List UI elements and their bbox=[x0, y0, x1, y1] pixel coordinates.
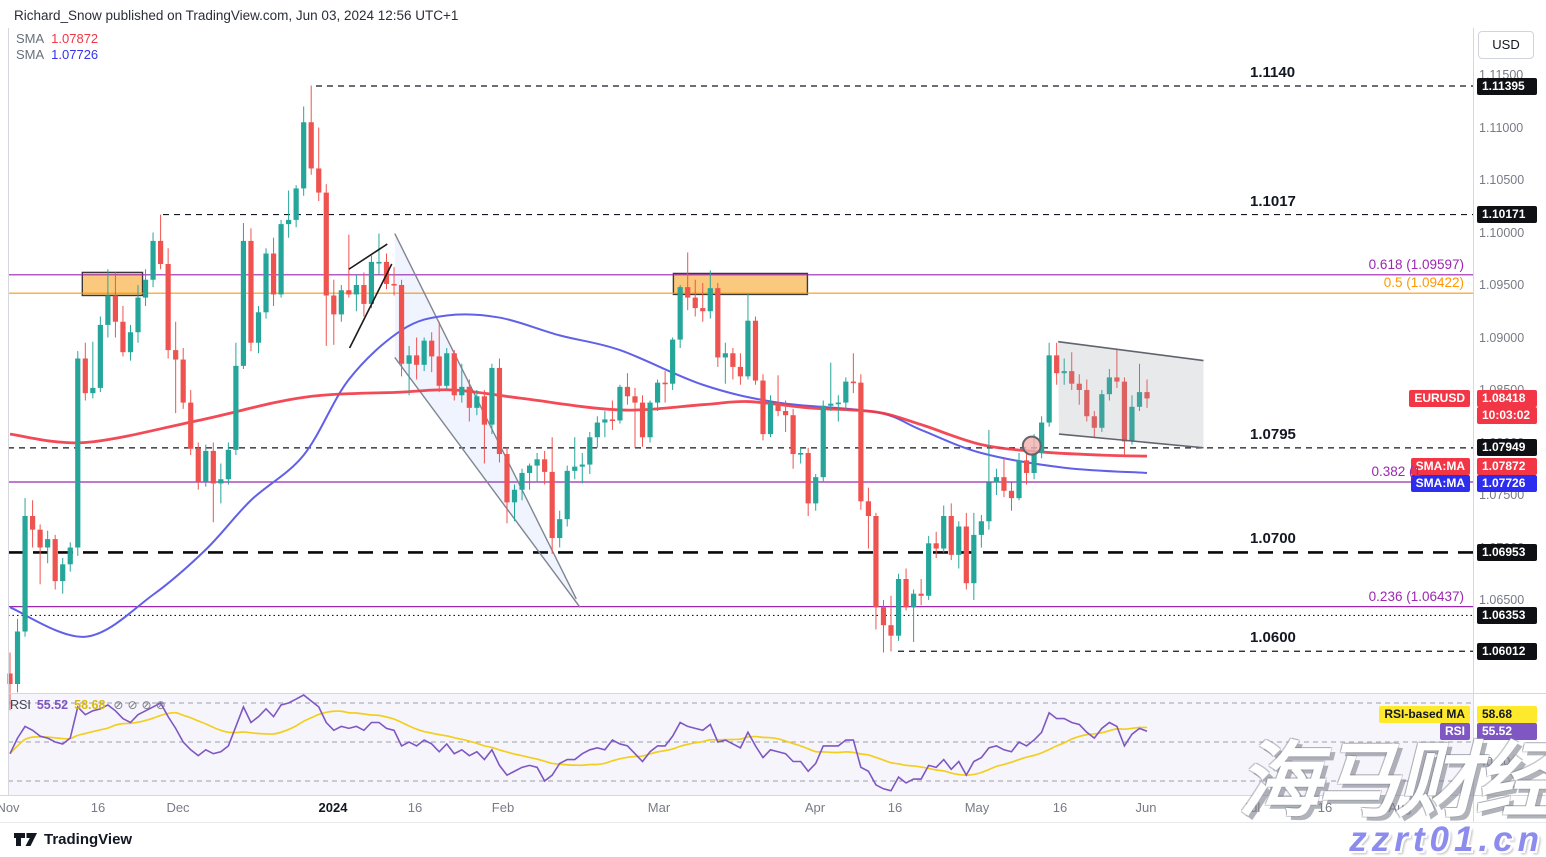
time-tick: Aug bbox=[1388, 800, 1412, 815]
level-label: 1.1140 bbox=[1250, 64, 1296, 82]
legend-row-sma-slow: SMA 1.07726 bbox=[16, 47, 98, 63]
price-tick: 1.06500 bbox=[1479, 593, 1525, 607]
time-axis-border bbox=[0, 795, 1546, 796]
rsi-axis-badge: 55.52 bbox=[1477, 722, 1537, 740]
price-axis-badge: 1.06353 bbox=[1477, 606, 1537, 624]
rsi-control-icon[interactable]: ⊘ bbox=[155, 698, 166, 712]
rsi-scale-tick: 40.00 bbox=[1479, 754, 1511, 769]
price-tick: 1.10000 bbox=[1479, 225, 1525, 240]
time-tick: Apr bbox=[804, 800, 826, 815]
time-tick: 16 bbox=[1052, 800, 1068, 815]
supply-zone-box[interactable] bbox=[672, 272, 809, 296]
price-tick: 1.09000 bbox=[1479, 330, 1525, 345]
trendline[interactable] bbox=[348, 263, 393, 349]
fib-level-label: 0.382 (1 bbox=[1371, 463, 1421, 479]
consolidation-channel-upper-line[interactable] bbox=[1058, 340, 1204, 362]
consolidation-channel-lower-line[interactable] bbox=[1058, 433, 1204, 449]
sma-fast-value: 1.07872 bbox=[51, 31, 99, 46]
fib-level-label: 0.5 (1.09422) bbox=[1383, 275, 1464, 291]
rsi-title: RSI bbox=[10, 698, 31, 712]
sma-cross-marker-circle[interactable] bbox=[1021, 435, 1042, 456]
price-axis-badge: 1.06012 bbox=[1477, 642, 1537, 660]
price-tick: 1.07500 bbox=[1479, 488, 1525, 502]
candlestick-series[interactable] bbox=[7, 85, 1150, 711]
level-label: 1.0795 bbox=[1250, 425, 1296, 443]
series-label-badge: SMA:MA bbox=[1410, 474, 1470, 492]
rsi-legend: RSI 55.52 58.68 ⊘ ⊘ ⊘ ⊘ bbox=[10, 698, 170, 712]
watermark-site-url: zzrt01.cn bbox=[1349, 820, 1544, 857]
indicator-legend: SMA 1.07872 SMA 1.07726 bbox=[16, 31, 98, 63]
tradingview-logo-link[interactable]: TradingView bbox=[14, 831, 132, 848]
consolidation-channel-fill[interactable] bbox=[1058, 341, 1204, 448]
rsi-ma-line[interactable] bbox=[9, 710, 1148, 777]
time-tick: May bbox=[964, 800, 990, 815]
trendline[interactable] bbox=[348, 243, 388, 270]
price-axis-border bbox=[1473, 28, 1474, 822]
series-label-badge: EURUSD bbox=[1409, 390, 1470, 408]
time-tick: Mar bbox=[647, 800, 671, 815]
rsi-axis-badge: 58.68 bbox=[1477, 705, 1537, 723]
rsi-ma-value: 58.68 bbox=[74, 698, 106, 712]
level-label: 1.1017 bbox=[1250, 192, 1296, 210]
price-tick: 1.11000 bbox=[1479, 120, 1524, 135]
time-tick: 16 bbox=[407, 800, 423, 815]
price-tick: 1.09500 bbox=[1479, 278, 1525, 292]
tradingview-logo-icon bbox=[14, 833, 37, 846]
price-axis-badge: 1.07726 bbox=[1477, 474, 1537, 492]
price-axis-badge: 10:03:02 bbox=[1477, 407, 1537, 425]
rsi-control-icon[interactable]: ⊘ bbox=[141, 698, 152, 712]
price-axis-badge: 1.07949 bbox=[1477, 439, 1537, 457]
time-tick: 2024 bbox=[318, 800, 348, 815]
publish-byline: Richard_Snow published on TradingView.co… bbox=[14, 8, 459, 23]
watermark-brand-cn: 海马财经 bbox=[1238, 736, 1546, 827]
price-axis-badge: 1.08418 bbox=[1477, 390, 1537, 408]
sma-slow-line[interactable] bbox=[9, 313, 1148, 638]
pane-divider[interactable] bbox=[8, 693, 1546, 694]
rsi-value: 55.52 bbox=[36, 698, 69, 712]
price-axis-badge: 1.06953 bbox=[1477, 543, 1537, 561]
price-axis-badge: 1.10171 bbox=[1477, 206, 1537, 224]
chart-left-border bbox=[8, 28, 9, 795]
price-tick: 1.10500 bbox=[1479, 173, 1525, 187]
rsi-pane-bg bbox=[8, 694, 1473, 795]
fib-level-label: 0.618 (1.09597) bbox=[1368, 256, 1464, 272]
time-tick: Feb bbox=[491, 800, 515, 815]
footer-border bbox=[0, 822, 1546, 823]
time-tick: Dec bbox=[166, 800, 190, 815]
time-tick: Jun bbox=[1135, 800, 1157, 815]
legend-row-sma-fast: SMA 1.07872 bbox=[16, 31, 98, 47]
descending-channel-lower-line[interactable] bbox=[394, 357, 581, 608]
time-tick: Jul bbox=[1243, 800, 1261, 815]
level-label: 1.0600 bbox=[1250, 629, 1296, 647]
sma-fast-label: SMA bbox=[16, 31, 45, 46]
time-tick: 16 bbox=[887, 800, 903, 815]
rsi-control-icon[interactable]: ⊘ bbox=[127, 698, 138, 712]
series-label-badge: SMA:MA bbox=[1410, 457, 1470, 475]
supply-zone-box[interactable] bbox=[81, 271, 144, 297]
footer-bar: TradingView bbox=[0, 823, 1546, 857]
series-label-badge: RSI bbox=[1439, 722, 1470, 740]
sma-slow-value: 1.07726 bbox=[51, 47, 99, 62]
rsi-line[interactable] bbox=[9, 694, 1148, 792]
price-axis-badge: 1.11395 bbox=[1477, 77, 1537, 95]
series-label-badge: RSI-based MA bbox=[1379, 705, 1470, 723]
time-tick: Nov bbox=[0, 800, 20, 815]
price-axis-badge: 1.07872 bbox=[1477, 457, 1537, 475]
tradingview-logo-text: TradingView bbox=[44, 831, 133, 848]
sma-slow-label: SMA bbox=[16, 47, 45, 62]
fib-level-label: 0.236 (1.06437) bbox=[1368, 588, 1464, 604]
currency-toggle-button[interactable]: USD bbox=[1478, 31, 1534, 59]
time-tick: 16 bbox=[1317, 800, 1333, 815]
time-tick: 16 bbox=[90, 800, 106, 815]
level-label: 1.0700 bbox=[1250, 530, 1296, 548]
sma-fast-line[interactable] bbox=[9, 388, 1148, 458]
rsi-control-icon[interactable]: ⊘ bbox=[113, 698, 124, 712]
